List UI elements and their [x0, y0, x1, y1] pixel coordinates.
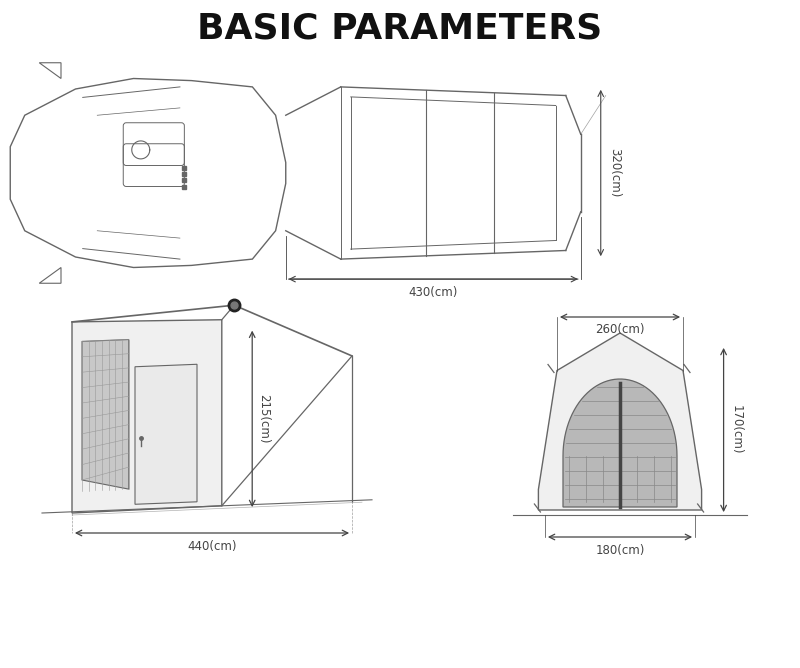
Text: 430(cm): 430(cm) [409, 286, 458, 299]
Text: 180(cm): 180(cm) [595, 544, 645, 557]
Text: 215(cm): 215(cm) [258, 394, 270, 444]
Polygon shape [82, 339, 129, 489]
Polygon shape [72, 320, 222, 513]
Text: 320(cm): 320(cm) [608, 148, 621, 198]
Text: 170(cm): 170(cm) [730, 405, 742, 455]
Polygon shape [135, 364, 197, 504]
Text: 260(cm): 260(cm) [595, 323, 645, 336]
Text: 440(cm): 440(cm) [187, 540, 237, 553]
Text: BASIC PARAMETERS: BASIC PARAMETERS [198, 11, 602, 45]
Polygon shape [538, 333, 702, 510]
Polygon shape [563, 379, 677, 507]
